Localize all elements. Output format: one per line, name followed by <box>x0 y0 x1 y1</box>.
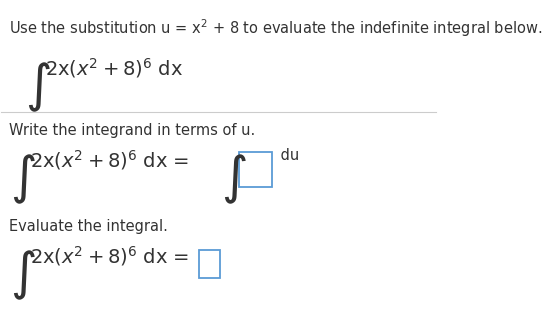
Text: $\int$: $\int$ <box>221 152 246 206</box>
Text: 2x$\left(x^2+8\right)^6$ dx =: 2x$\left(x^2+8\right)^6$ dx = <box>30 244 191 268</box>
Text: 2x$\left(x^2+8\right)^6$ dx =: 2x$\left(x^2+8\right)^6$ dx = <box>30 149 191 173</box>
FancyBboxPatch shape <box>199 250 220 278</box>
Text: Use the substitution u = x$^2$ + 8 to evaluate the indefinite integral below.: Use the substitution u = x$^2$ + 8 to ev… <box>9 18 542 39</box>
Text: $\int$: $\int$ <box>10 152 36 206</box>
Text: $\int$: $\int$ <box>10 248 36 301</box>
Text: Evaluate the integral.: Evaluate the integral. <box>9 218 168 233</box>
Text: du: du <box>276 149 299 163</box>
Text: $\int$: $\int$ <box>25 61 51 114</box>
Text: 2x$\left(x^2+8\right)^6$ dx: 2x$\left(x^2+8\right)^6$ dx <box>45 56 183 80</box>
FancyBboxPatch shape <box>240 152 272 188</box>
Text: Write the integrand in terms of u.: Write the integrand in terms of u. <box>9 123 256 138</box>
